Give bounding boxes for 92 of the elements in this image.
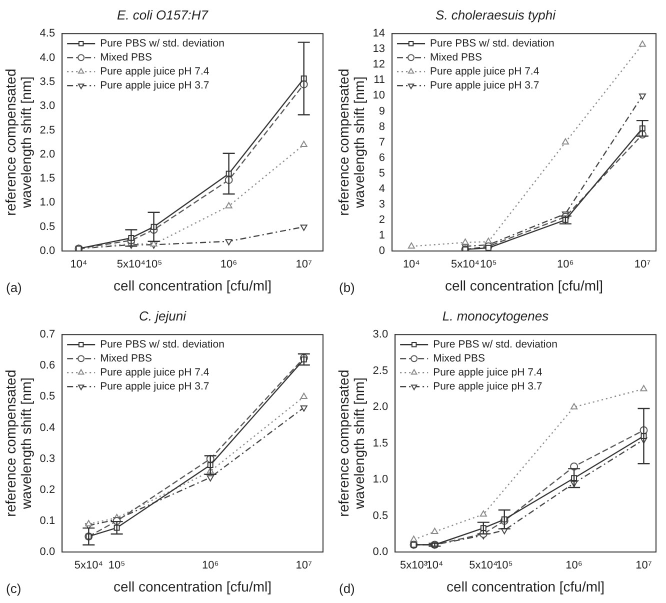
legend-label: Pure apple juice pH 7.4	[433, 366, 542, 378]
x-tick-label: 5x10⁴	[116, 258, 146, 271]
y-tick-label: 4	[378, 182, 386, 195]
y-tick-label: 4.5	[40, 28, 56, 40]
legend-label: Pure apple juice pH 7.4	[430, 65, 540, 78]
y-tick-label: 8	[378, 120, 386, 133]
chart-title: E. coli O157:H7	[116, 7, 209, 22]
text: (b)	[339, 280, 355, 296]
y-tick-label: 3.0	[40, 100, 56, 112]
x-tick-label: 5x10⁴	[469, 560, 498, 572]
y-tick-label: 11	[374, 74, 386, 86]
x-axis-title: cell concentration [cfu/ml]	[114, 578, 272, 594]
x-tick-label: 10⁴	[402, 258, 420, 271]
y-axis-title: reference compensated wavelength shift [nm]	[336, 370, 367, 517]
y-tick-label: 0.4	[40, 422, 56, 434]
y-tick-label: 1	[378, 230, 386, 242]
y-tick-label: 2.5	[40, 124, 56, 136]
legend-label: Pure apple juice pH 3.7	[433, 380, 542, 392]
legend-label: Mixed PBS	[100, 352, 152, 364]
y-tick-label: 2.0	[40, 148, 56, 160]
y-tick-label: 0.0	[372, 546, 388, 558]
x-axis-title: cell concentration [cfu/ml]	[445, 277, 603, 294]
legend-label: Pure apple juice pH 3.7	[100, 79, 210, 92]
x-tick-label: 10⁷	[296, 258, 312, 271]
text: (a)	[6, 280, 22, 296]
y-tick-label: 2.0	[372, 401, 388, 414]
y-tick-label: 1.5	[372, 437, 388, 450]
y-tick-label: 2	[378, 214, 386, 226]
x-tick-label: 10⁴	[426, 560, 444, 572]
legend-label: Pure apple juice pH 3.7	[430, 79, 540, 92]
x-tick-label: 5x10³	[400, 560, 428, 572]
y-tick-label: 3.5	[40, 76, 56, 88]
y-tick-label: 1.0	[372, 474, 388, 486]
legend-label: Pure PBS w/ std. deviation	[100, 37, 225, 50]
x-axis-title: cell concentration [cfu/ml]	[446, 578, 605, 594]
x-tick-label: 10⁶	[220, 258, 238, 271]
y-tick-label: 0.5	[40, 220, 56, 233]
y-tick-label: 9	[378, 105, 386, 118]
y-tick-label: 10	[372, 90, 386, 102]
y-tick-label: 0.0	[40, 245, 56, 258]
y-tick-label: 6	[378, 152, 386, 164]
y-tick-label: 0.1	[40, 514, 56, 527]
legend-label: Pure PBS w/ std. deviation	[100, 338, 225, 350]
y-axis-title: reference compensated wavelength shift [nm]	[2, 68, 34, 216]
y-tick-label: 12	[372, 58, 386, 71]
x-tick-label: 10⁶	[202, 560, 219, 572]
legend-label: Pure apple juice pH 7.4	[100, 366, 210, 378]
y-tick-label: 2.5	[372, 364, 388, 377]
legend-label: Pure PBS w/ std. deviation	[430, 37, 555, 50]
y-tick-label: 0.6	[40, 360, 56, 372]
y-tick-label: 3.0	[372, 328, 388, 341]
x-tick-label: 10⁶	[566, 560, 582, 572]
y-tick-label: 0.5	[40, 390, 56, 403]
x-tick-label: 10⁷	[636, 560, 652, 572]
legend-label: Mixed PBS	[430, 51, 482, 64]
y-tick-label: 1.5	[40, 172, 56, 185]
x-tick-label: 10⁵	[480, 258, 497, 271]
legend-label: Mixed PBS	[100, 51, 152, 64]
y-tick-label: 0.0	[40, 546, 56, 558]
y-tick-label: 0.2	[40, 484, 56, 496]
y-tick-label: 4.0	[40, 52, 56, 64]
legend-label: Pure PBS w/ std. deviation	[433, 338, 558, 350]
y-tick-label: 3	[378, 198, 386, 210]
chart-title: L. monocytogenes	[442, 308, 550, 324]
y-tick-label: 7	[378, 136, 386, 148]
text: (c)	[6, 581, 22, 596]
legend-label: Pure apple juice pH 7.4	[100, 65, 210, 78]
x-tick-label: 10⁶	[557, 258, 574, 271]
chart-title: C. jejuni	[139, 308, 188, 324]
y-tick-label: 0	[378, 245, 386, 258]
legend-label: Pure apple juice pH 3.7	[100, 380, 210, 392]
x-axis-title: cell concentration [cfu/ml]	[114, 277, 272, 294]
y-tick-label: 13	[372, 43, 386, 56]
y-tick-label: 0.5	[372, 510, 388, 522]
x-tick-label: 10⁵	[496, 560, 513, 572]
x-tick-label: 10⁵	[108, 560, 126, 572]
y-tick-label: 5	[378, 167, 386, 180]
y-tick-label: 0.7	[40, 328, 56, 341]
legend-label: Mixed PBS	[433, 352, 486, 364]
x-tick-label: 10⁷	[634, 258, 651, 271]
y-axis-title: reference compensated wavelength shift [nm]	[336, 68, 367, 216]
x-tick-label: 5x10⁴	[450, 258, 480, 271]
text: (d)	[339, 581, 355, 596]
y-tick-label: 14	[372, 28, 386, 40]
x-tick-label: 5x10⁴	[74, 560, 104, 572]
x-tick-label: 10⁴	[70, 258, 88, 271]
y-tick-label: 1.0	[40, 196, 56, 209]
x-tick-label: 10⁵	[145, 258, 162, 271]
y-axis-title: reference compensated wavelength shift [nm]	[2, 370, 34, 517]
chart-title: S. choleraesuis typhi	[436, 7, 557, 22]
y-tick-label: 0.3	[40, 452, 56, 465]
x-tick-label: 10⁷	[296, 560, 312, 572]
